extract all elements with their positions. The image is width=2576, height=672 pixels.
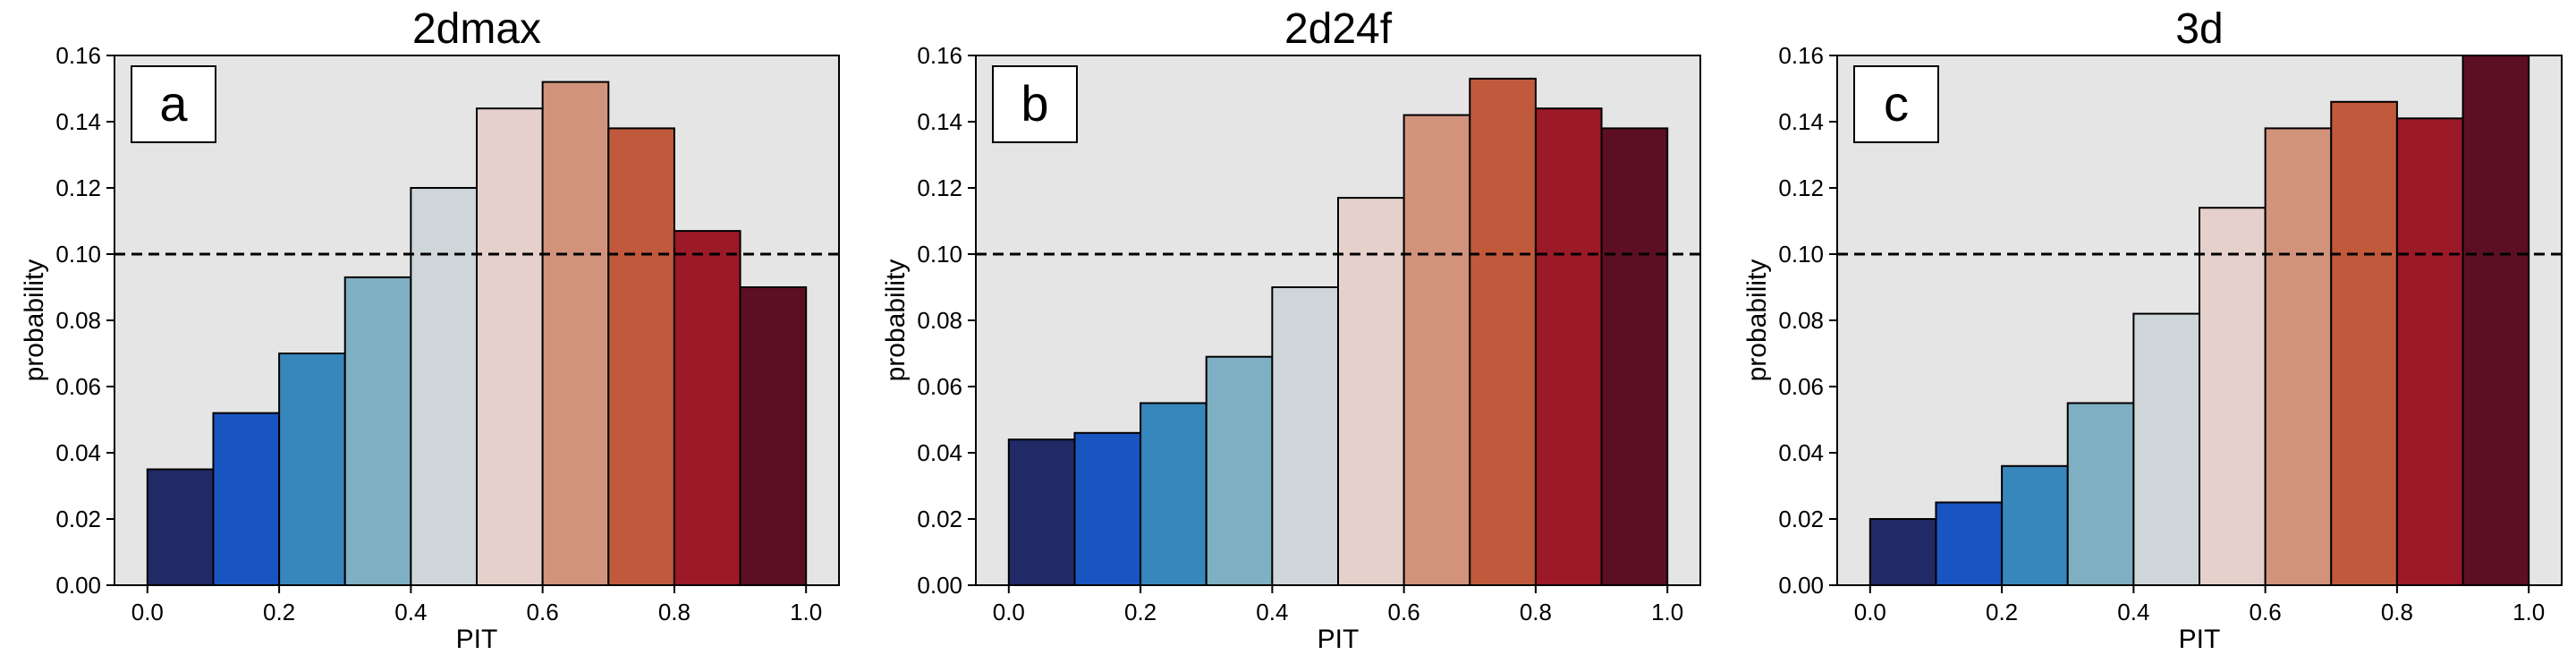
histogram-bar	[343, 276, 412, 586]
x-tick-label: 0.8	[2381, 599, 2413, 625]
histogram-bar	[1140, 402, 1208, 586]
y-tick-label: 0.14	[917, 108, 962, 135]
y-axis-label: probability	[1742, 259, 1772, 382]
y-tick-label: 0.04	[55, 439, 101, 466]
histogram-bar	[1402, 114, 1471, 587]
y-tick-label: 0.00	[917, 572, 962, 599]
y-tick-label: 0.06	[917, 373, 962, 400]
x-axis-label: PIT	[456, 625, 498, 654]
x-tick-label: 1.0	[2512, 599, 2545, 625]
y-tick-label: 0.16	[1778, 42, 1824, 69]
chart-panel-a: 0.0 0.2 0.4 0.6 0.8 1.0 0.00 0.02 0.04 0.06 0.08 0.…	[20, 5, 840, 654]
y-tick-label: 0.10	[1778, 241, 1824, 268]
histogram-bar	[146, 468, 215, 586]
y-tick-label: 0.16	[55, 42, 101, 69]
x-tick-label: 1.0	[790, 599, 822, 625]
y-tick-label: 0.14	[55, 108, 101, 135]
x-tick-label: 0.2	[1124, 599, 1157, 625]
histogram-bar	[2199, 207, 2267, 586]
x-tick-label: 0.4	[1256, 599, 1288, 625]
panel-label-box	[992, 65, 1078, 143]
chart-title: 2d24f	[1284, 5, 1393, 53]
histogram-bar	[541, 81, 610, 587]
histogram-bar	[1600, 127, 1669, 586]
chart-panel-b: 0.0 0.2 0.4 0.6 0.8 1.0 0.00 0.02 0.04 0.06 0.08 0.…	[881, 5, 1701, 654]
chart-title: 2dmax	[412, 5, 541, 53]
histogram-bar	[278, 353, 346, 586]
y-tick-label: 0.10	[55, 241, 101, 268]
x-axis-label: PIT	[1318, 625, 1360, 654]
x-tick-label: 0.6	[2250, 599, 2282, 625]
x-tick-label: 0.8	[1520, 599, 1552, 625]
histogram-bar	[739, 286, 808, 586]
y-tick-label: 0.10	[917, 241, 962, 268]
x-tick-label: 0.0	[1854, 599, 1886, 625]
x-axis-label: PIT	[2179, 625, 2221, 654]
histogram-bar	[673, 230, 741, 586]
x-tick-label: 0.6	[1388, 599, 1420, 625]
y-tick-label: 0.02	[917, 506, 962, 532]
histogram-bar	[1073, 431, 1142, 586]
x-tick-label: 1.0	[1651, 599, 1683, 625]
y-tick-label: 0.02	[1778, 506, 1824, 532]
y-tick-label: 0.04	[917, 439, 962, 466]
y-tick-label: 0.06	[1778, 373, 1824, 400]
y-axis-label: probability	[20, 259, 49, 382]
x-tick-label: 0.4	[394, 599, 427, 625]
x-tick-label: 0.2	[1986, 599, 2018, 625]
histogram-bar	[212, 412, 281, 586]
histogram-bar	[2132, 312, 2200, 586]
x-tick-label: 0.6	[527, 599, 559, 625]
histogram-bar	[476, 107, 544, 586]
y-tick-label: 0.04	[1778, 439, 1824, 466]
panel-label: b	[1021, 75, 1048, 132]
y-tick-label: 0.12	[1778, 174, 1824, 201]
histogram-bar	[2395, 117, 2464, 587]
histogram-bar	[1205, 355, 1274, 587]
panel-label: c	[1884, 75, 1909, 132]
histogram-bar	[1337, 197, 1405, 586]
histogram-bar	[410, 187, 479, 586]
x-tick-label: 0.8	[658, 599, 691, 625]
y-tick-label: 0.12	[917, 174, 962, 201]
y-tick-label: 0.08	[917, 307, 962, 334]
x-tick-label: 0.0	[131, 599, 164, 625]
panel-label-box	[131, 65, 216, 143]
histogram-bar	[2462, 55, 2530, 586]
y-tick-label: 0.08	[55, 307, 101, 334]
histogram-bar	[2001, 464, 2069, 586]
y-tick-label: 0.16	[917, 42, 962, 69]
histogram-bar	[2066, 402, 2135, 586]
chart-panel-c: 0.0 0.2 0.4 0.6 0.8 1.0 0.00 0.02 0.04 0.06 0.08 0.…	[1742, 5, 2563, 654]
histogram-bar	[1868, 518, 1937, 586]
histogram-bar	[1534, 107, 1603, 586]
y-tick-label: 0.02	[55, 506, 101, 532]
x-tick-label: 0.2	[263, 599, 295, 625]
y-axis-label: probability	[881, 259, 911, 382]
histogram-bar	[1935, 501, 2004, 586]
x-tick-label: 0.4	[2117, 599, 2149, 625]
y-tick-label: 0.00	[55, 572, 101, 599]
y-tick-label: 0.14	[1778, 108, 1824, 135]
histogram-bar	[1007, 438, 1076, 587]
histogram-bar	[1271, 286, 1340, 586]
histogram-bar	[2264, 127, 2333, 586]
chart-title: 3d	[2175, 5, 2223, 53]
panel-label: a	[159, 75, 188, 132]
panel-label-box	[1853, 65, 1939, 143]
y-tick-label: 0.00	[1778, 572, 1824, 599]
y-tick-label: 0.06	[55, 373, 101, 400]
histogram-bar	[2330, 100, 2398, 587]
histogram-bar	[607, 127, 675, 586]
y-tick-label: 0.08	[1778, 307, 1824, 334]
histogram-bar	[1469, 77, 1537, 586]
x-tick-label: 0.0	[993, 599, 1025, 625]
y-tick-label: 0.12	[55, 174, 101, 201]
